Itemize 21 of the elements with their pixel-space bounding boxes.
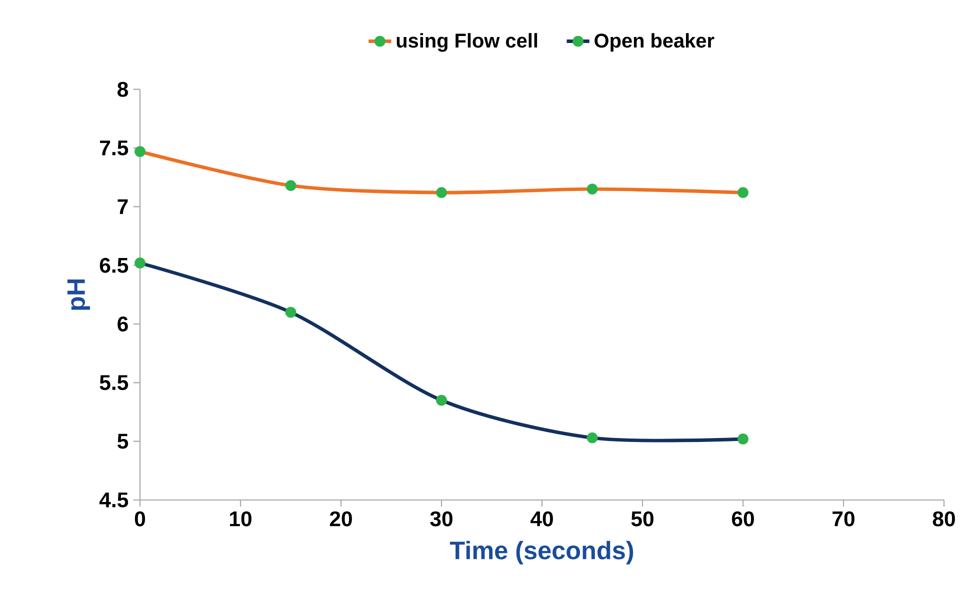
x-tick-label: 70 (832, 512, 854, 527)
y-axis-title: pH (67, 280, 90, 310)
x-tick-label: 20 (330, 512, 352, 527)
legend-label: using Flow cell (396, 33, 538, 52)
x-tick-label: 50 (631, 512, 654, 527)
y-tick-label: 7 (118, 200, 128, 214)
x-tick-label: 40 (530, 512, 553, 527)
y-tick-label: 8 (118, 82, 128, 98)
x-tick-label: 60 (732, 512, 754, 527)
x-axis-title: Time (seconds) (450, 541, 634, 565)
y-tick-label: 4.5 (99, 492, 128, 508)
x-tick-label: 10 (230, 512, 252, 527)
x-tick-label: 30 (430, 512, 452, 527)
x-tick-label: 0 (134, 512, 146, 527)
y-tick-label: 5 (117, 434, 128, 449)
x-tick-label: 80 (932, 512, 955, 527)
y-tick-label: 6.5 (100, 258, 128, 274)
y-tick-label: 7.5 (100, 140, 128, 156)
y-tick-label: 5.5 (100, 375, 128, 390)
y-tick-label: 6 (118, 316, 128, 332)
legend-label: Open beaker (594, 33, 714, 52)
